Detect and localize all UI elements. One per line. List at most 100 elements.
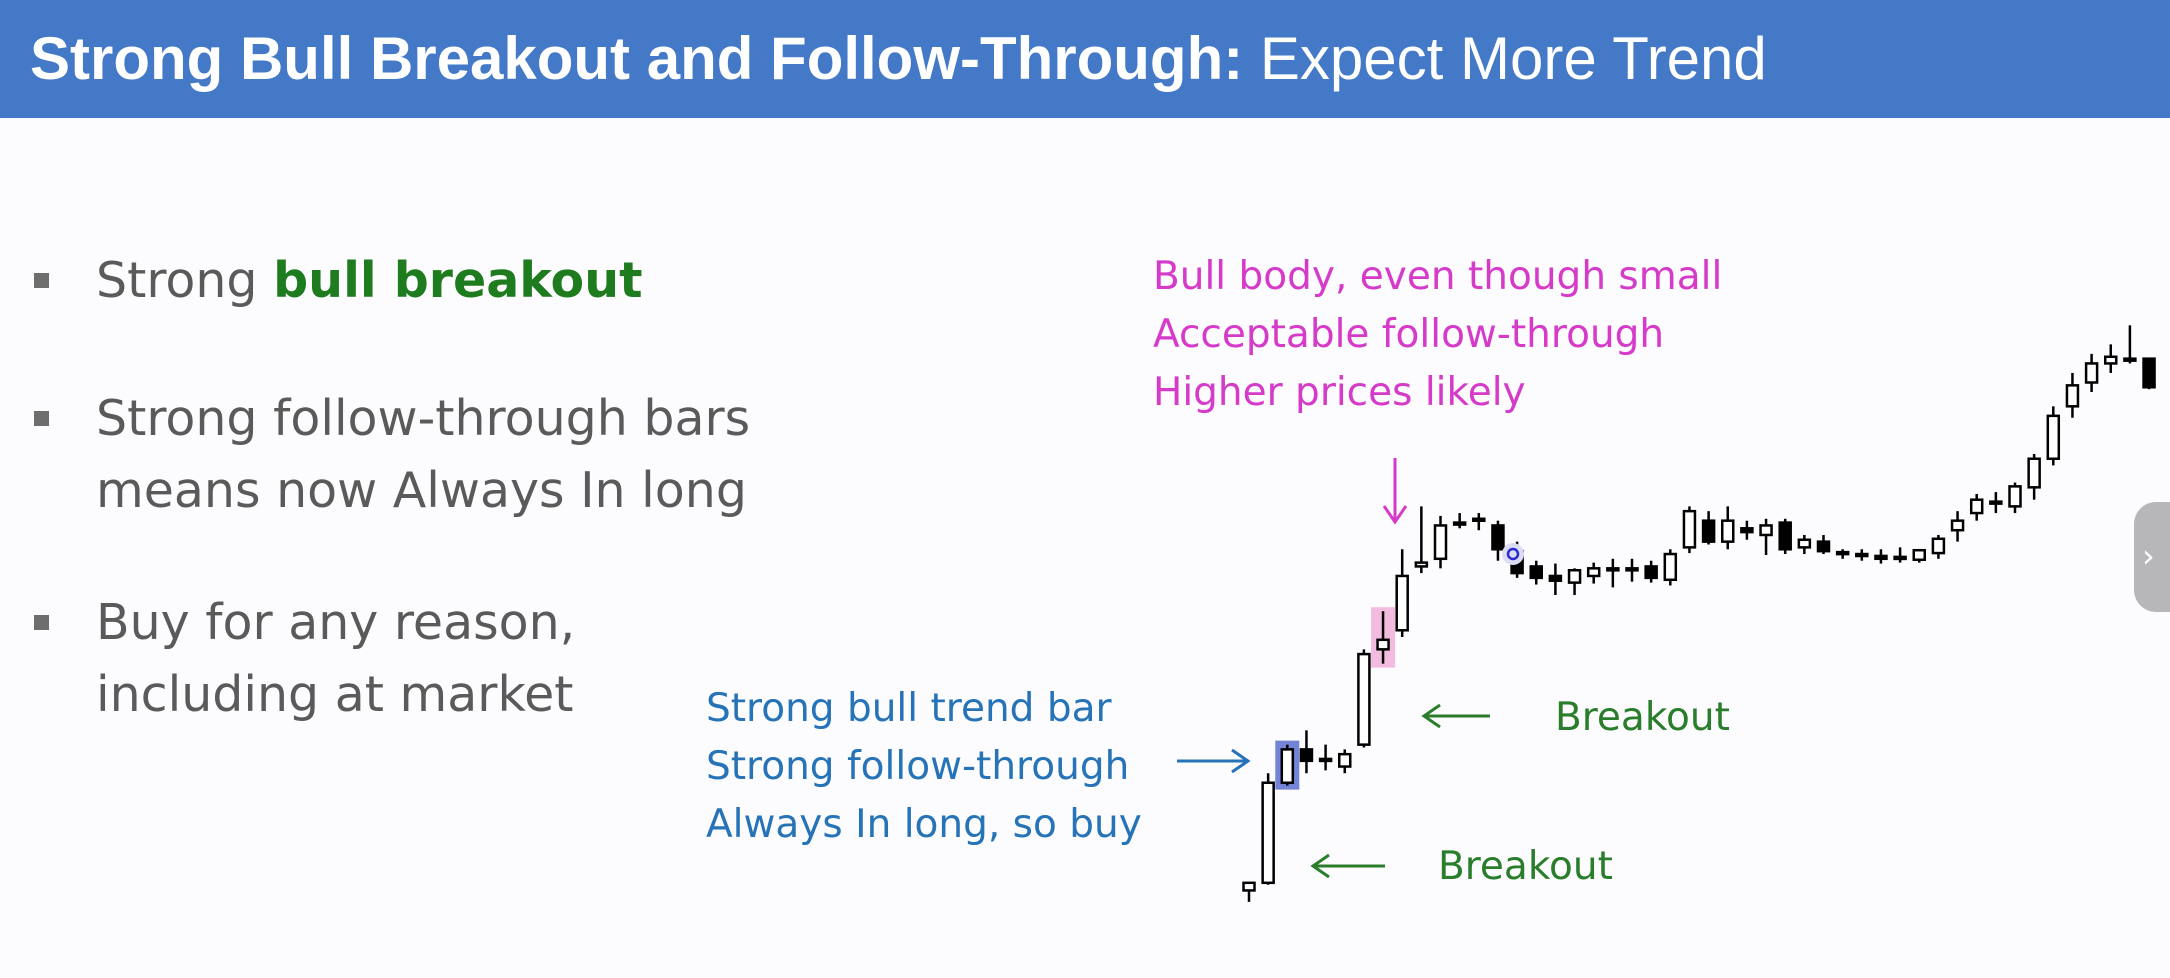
candle-body-bull: [1242, 881, 1256, 892]
candle-body-bear: [1644, 565, 1658, 580]
candle: [1721, 506, 1735, 550]
bullet-text-highlight: bull breakout: [273, 252, 643, 309]
candle: [1529, 560, 1543, 585]
bullet-text: Buy for any reason, including at market: [96, 587, 575, 731]
candle: [1338, 749, 1352, 774]
candle-body-bull: [2084, 362, 2099, 384]
slide-title: Strong Bull Breakout and Follow-Through:…: [30, 22, 1767, 96]
candle: [1548, 563, 1563, 596]
candle: [1452, 513, 1467, 529]
next-slide-tab[interactable]: ›: [2134, 502, 2170, 612]
candle-body-bull: [1721, 519, 1735, 543]
candle-body-bull: [1586, 567, 1601, 578]
slide-title-bar: Strong Bull Breakout and Follow-Through:…: [0, 0, 2170, 118]
candle-body-bear: [1835, 550, 1850, 556]
breakout-label-lower: Breakout: [1438, 844, 1613, 889]
bullet-line: including at market: [96, 666, 574, 723]
blue-annotation: Strong bull trend bar Strong follow-thro…: [706, 680, 1142, 854]
candle-body-bull: [1950, 519, 1965, 532]
candle: [2104, 344, 2118, 373]
candle: [1835, 549, 1850, 559]
candle: [1242, 881, 1256, 902]
candle-body-bull: [1338, 752, 1352, 768]
candle: [1299, 730, 1314, 774]
candle: [2027, 453, 2041, 500]
candle-body-bull: [1414, 561, 1429, 568]
candle-body-bull: [1357, 652, 1371, 746]
candle: [1989, 492, 2003, 514]
candle-body-bull: [1280, 748, 1295, 785]
candle-body-bull: [2065, 384, 2080, 408]
bullet-marker: [34, 273, 49, 288]
breakout-label-upper: Breakout: [1555, 695, 1730, 740]
candle-body-bear: [1893, 555, 1907, 561]
bullet-marker: [34, 615, 49, 630]
candle: [2046, 406, 2061, 466]
magenta-down-arrow-head: [1382, 505, 1408, 525]
candle-body-bull: [2008, 485, 2022, 508]
candle-body-bull: [2104, 355, 2118, 365]
candle: [1586, 562, 1601, 584]
candle-body-bull: [1663, 552, 1678, 582]
candle-body-bull: [1472, 517, 1486, 523]
blue-right-arrow-head: [1231, 748, 1251, 774]
blue-annotation-line: Strong follow-through: [706, 744, 1130, 789]
candle: [1969, 493, 1984, 521]
candle-body-bull: [1625, 567, 1639, 572]
candle: [1644, 560, 1658, 583]
bullet-line: Strong follow-through bars: [96, 390, 751, 447]
candlestick-bars: [1242, 325, 2156, 902]
candle-body-bear: [1989, 500, 2003, 505]
candle: [2142, 357, 2156, 390]
candle: [1778, 518, 1792, 555]
candle: [1682, 506, 1697, 554]
candle: [1855, 549, 1869, 561]
candle: [1261, 773, 1275, 885]
magenta-annotation-line: Acceptable follow-through: [1153, 312, 1665, 357]
cursor-marker: [1502, 543, 1524, 565]
candle-body-bull: [1567, 568, 1582, 584]
magenta-annotation-line: Higher prices likely: [1153, 370, 1526, 415]
candle-body-bear: [1701, 519, 1716, 543]
candle: [1357, 649, 1371, 748]
candle-body-bear: [1740, 527, 1754, 534]
candle: [1912, 548, 1926, 563]
candle: [1625, 558, 1639, 582]
candle-body-bull: [1318, 757, 1333, 763]
candle: [1816, 534, 1831, 555]
candle-body-bull: [1682, 509, 1697, 549]
candle: [1395, 549, 1409, 637]
candle: [1931, 534, 1946, 559]
candle: [1950, 511, 1965, 542]
candle-body-bear: [1299, 748, 1314, 763]
bullet-marker: [34, 411, 49, 426]
bullet-text: Strong bull breakout: [96, 245, 643, 317]
candle: [1567, 568, 1582, 596]
candle-body-bear: [1816, 540, 1831, 553]
candle-body-bear: [1529, 565, 1543, 580]
candle: [2123, 325, 2137, 364]
candle: [1414, 506, 1429, 574]
candle: [1318, 744, 1333, 771]
blue-annotation-line: Always In long, so buy: [706, 802, 1142, 847]
candle: [1606, 558, 1620, 588]
candle: [1280, 744, 1295, 786]
candle: [1759, 518, 1773, 555]
candle: [1433, 515, 1448, 569]
candle-body-bear: [1874, 554, 1888, 561]
magenta-annotation: Bull body, even though small Acceptable …: [1153, 248, 1722, 422]
candle: [1376, 611, 1390, 664]
bullet-text: Strong follow-through bars means now Alwa…: [96, 383, 750, 527]
bullet-line: Buy for any reason,: [96, 594, 576, 651]
green-left-arrow-lower-head: [1310, 853, 1330, 879]
candle-body-bull: [1452, 521, 1467, 526]
candle-body-bull: [1912, 548, 1926, 562]
candle-body-bull: [2046, 414, 2061, 460]
candle-body-bear: [1778, 521, 1792, 551]
candle-body-bull: [1855, 552, 1869, 558]
candle-body-bull: [2123, 357, 2137, 362]
candle-body-bull: [1797, 538, 1812, 549]
candle-body-bear: [1606, 567, 1620, 572]
candle-body-bull: [1759, 524, 1773, 537]
